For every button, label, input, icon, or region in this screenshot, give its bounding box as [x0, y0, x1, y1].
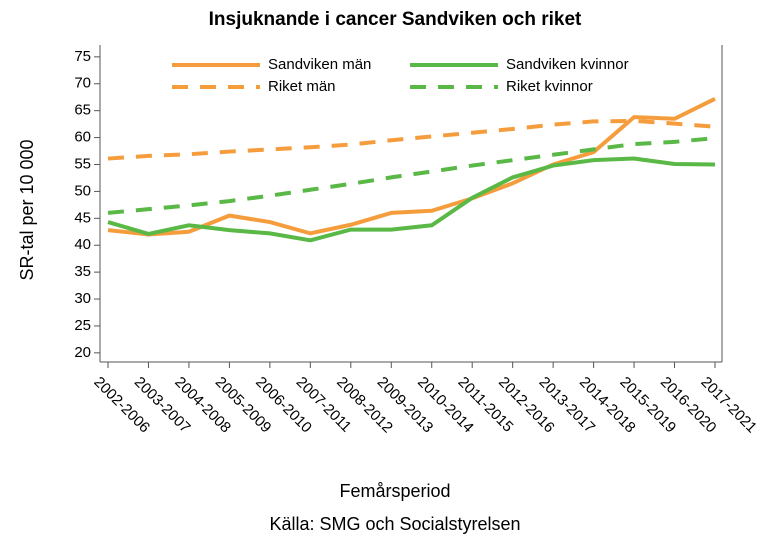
series-line	[107, 118, 716, 161]
y-axis-label: SR-tal per 10 000	[17, 139, 37, 280]
y-tick-label: 30	[74, 290, 91, 307]
y-tick-label: 25	[74, 317, 91, 334]
y-tick-label: 55	[74, 155, 91, 172]
legend-label: Riket kvinnor	[506, 78, 593, 95]
y-tick-label: 35	[74, 263, 91, 280]
y-tick-label: 40	[74, 236, 91, 253]
y-tick-label: 70	[74, 75, 91, 92]
chart-title: Insjuknande i cancer Sandviken och riket	[209, 9, 582, 30]
legend-label: Sandviken kvinnor	[506, 56, 629, 73]
y-tick-label: 65	[74, 102, 91, 119]
y-tick-label: 50	[74, 182, 91, 199]
y-tick-label: 45	[74, 209, 91, 226]
series-line	[107, 136, 716, 215]
series-line	[107, 156, 716, 243]
x-axis-label: Femårsperiod	[339, 481, 450, 501]
series-line	[107, 97, 716, 237]
y-tick-label: 20	[74, 344, 91, 361]
legend-label: Riket män	[268, 78, 336, 95]
legend-label: Sandviken män	[268, 56, 371, 73]
y-tick-label: 60	[74, 129, 91, 146]
source-note: Källa: SMG och Socialstyrelsen	[269, 514, 520, 534]
y-tick-label: 75	[74, 48, 91, 65]
